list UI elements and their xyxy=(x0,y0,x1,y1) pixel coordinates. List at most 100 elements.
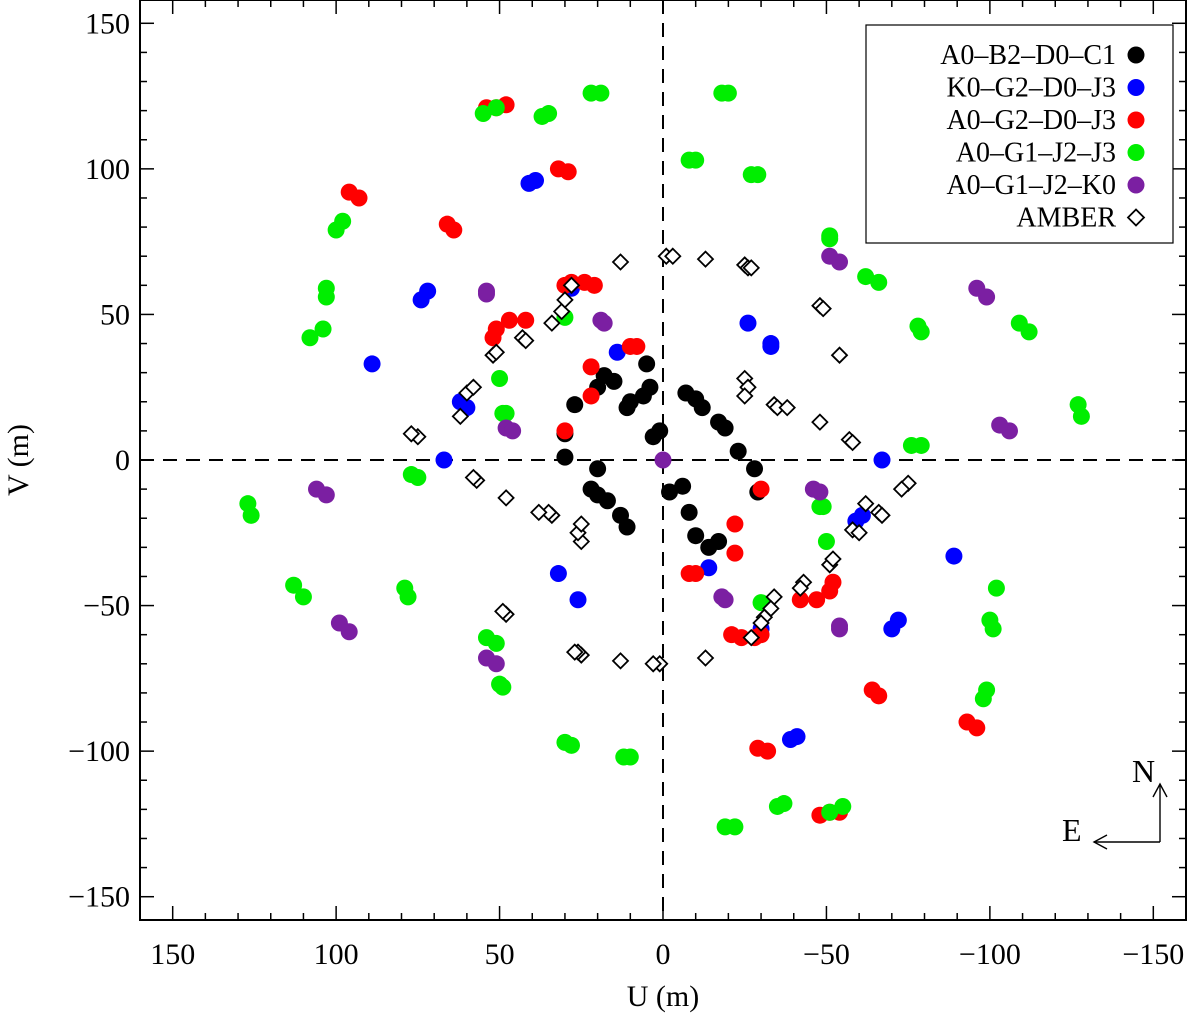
data-point xyxy=(317,486,335,504)
legend-label: A0–G1–J2–K0 xyxy=(946,170,1116,201)
data-point xyxy=(618,518,636,536)
data-point xyxy=(559,163,577,181)
data-point xyxy=(562,736,580,754)
x-tick-label: −50 xyxy=(803,938,850,971)
data-point xyxy=(1072,407,1090,425)
amber-diamond-point xyxy=(696,649,715,667)
data-point xyxy=(527,172,545,190)
y-tick-label: 150 xyxy=(85,7,130,40)
legend-label: A0–B2–D0–C1 xyxy=(940,40,1116,71)
data-point xyxy=(556,448,574,466)
data-point xyxy=(749,166,767,184)
data-point xyxy=(821,803,839,821)
data-point xyxy=(726,544,744,562)
legend-marker xyxy=(1127,144,1145,161)
data-point xyxy=(598,492,616,510)
amber-diamond-point xyxy=(543,314,561,332)
data-point xyxy=(945,547,963,565)
data-point xyxy=(435,451,453,469)
amber-diamond-point xyxy=(402,425,421,443)
data-point xyxy=(491,369,509,387)
data-point xyxy=(958,713,976,731)
data-point xyxy=(595,314,613,332)
data-point xyxy=(873,451,891,469)
data-point xyxy=(317,288,335,306)
amber-diamond-point xyxy=(611,253,630,271)
east-arrowhead-icon xyxy=(1092,834,1108,850)
amber-diamond-point xyxy=(572,515,591,533)
data-point xyxy=(661,483,679,501)
data-point xyxy=(504,422,522,440)
compass: N E xyxy=(1062,753,1168,850)
data-point xyxy=(350,189,368,207)
data-point xyxy=(978,681,996,699)
amber-diamond-point xyxy=(752,614,770,632)
data-point xyxy=(500,311,518,329)
series-4 xyxy=(308,247,1018,673)
data-point xyxy=(902,436,920,454)
amber-diamond-point xyxy=(811,413,829,431)
amber-diamond-point xyxy=(830,346,849,364)
data-point xyxy=(412,291,430,309)
data-point xyxy=(477,282,495,300)
y-tick-label: 50 xyxy=(100,298,130,331)
data-point xyxy=(768,797,786,815)
data-point xyxy=(713,588,731,606)
amber-diamond-point xyxy=(735,387,754,405)
compass-north-label: N xyxy=(1132,753,1155,789)
data-point xyxy=(474,105,492,123)
data-point xyxy=(608,343,626,361)
amber-diamond-point xyxy=(494,602,512,621)
amber-diamond-point xyxy=(742,628,761,647)
data-point xyxy=(687,527,705,545)
data-point xyxy=(494,678,512,696)
compass-east-label: E xyxy=(1062,812,1082,848)
legend-box xyxy=(865,24,1174,244)
data-point xyxy=(674,477,692,495)
data-point xyxy=(811,498,829,516)
data-point xyxy=(285,576,303,594)
legend-label: K0–G2–D0–J3 xyxy=(946,73,1116,104)
data-point xyxy=(242,506,260,524)
data-point xyxy=(487,634,505,652)
data-point xyxy=(723,626,741,644)
data-point xyxy=(621,393,639,411)
data-point xyxy=(817,533,835,551)
x-tick-label: 50 xyxy=(485,938,515,971)
data-point xyxy=(883,620,901,638)
data-point xyxy=(808,591,826,609)
data-point xyxy=(870,273,888,291)
legend-label: A0–G2–D0–J3 xyxy=(946,105,1116,136)
y-tick-label: 100 xyxy=(85,153,130,186)
data-point xyxy=(517,311,535,329)
amber-diamond-point xyxy=(451,407,470,426)
data-point xyxy=(991,416,1009,434)
data-point xyxy=(781,730,799,748)
data-point xyxy=(301,329,319,347)
legend: A0–B2–D0–C1K0–G2–D0–J3A0–G2–D0–J3A0–G1–J… xyxy=(865,24,1174,244)
data-point xyxy=(445,221,463,239)
data-point xyxy=(912,323,930,341)
y-axis-title: V (m) xyxy=(2,424,35,496)
data-point xyxy=(487,99,505,117)
data-point xyxy=(605,372,623,390)
legend-marker xyxy=(1127,46,1145,64)
data-point xyxy=(589,460,607,478)
data-point xyxy=(641,378,659,396)
amber-diamond-point xyxy=(497,489,515,507)
data-point xyxy=(831,620,849,638)
amber-diamond-point xyxy=(530,503,548,522)
data-point xyxy=(762,335,780,353)
data-point xyxy=(654,451,672,469)
x-tick-label: 0 xyxy=(656,938,671,971)
data-point xyxy=(752,480,770,498)
amber-diamond-point xyxy=(644,655,662,673)
data-point xyxy=(399,588,417,606)
data-point xyxy=(804,480,822,498)
legend-label: A0–G1–J2–J3 xyxy=(956,138,1116,169)
data-point xyxy=(638,355,656,373)
amber-diamond-point xyxy=(843,433,862,452)
amber-diamond-point xyxy=(873,506,891,525)
data-points xyxy=(239,84,1090,836)
data-point xyxy=(582,358,600,376)
